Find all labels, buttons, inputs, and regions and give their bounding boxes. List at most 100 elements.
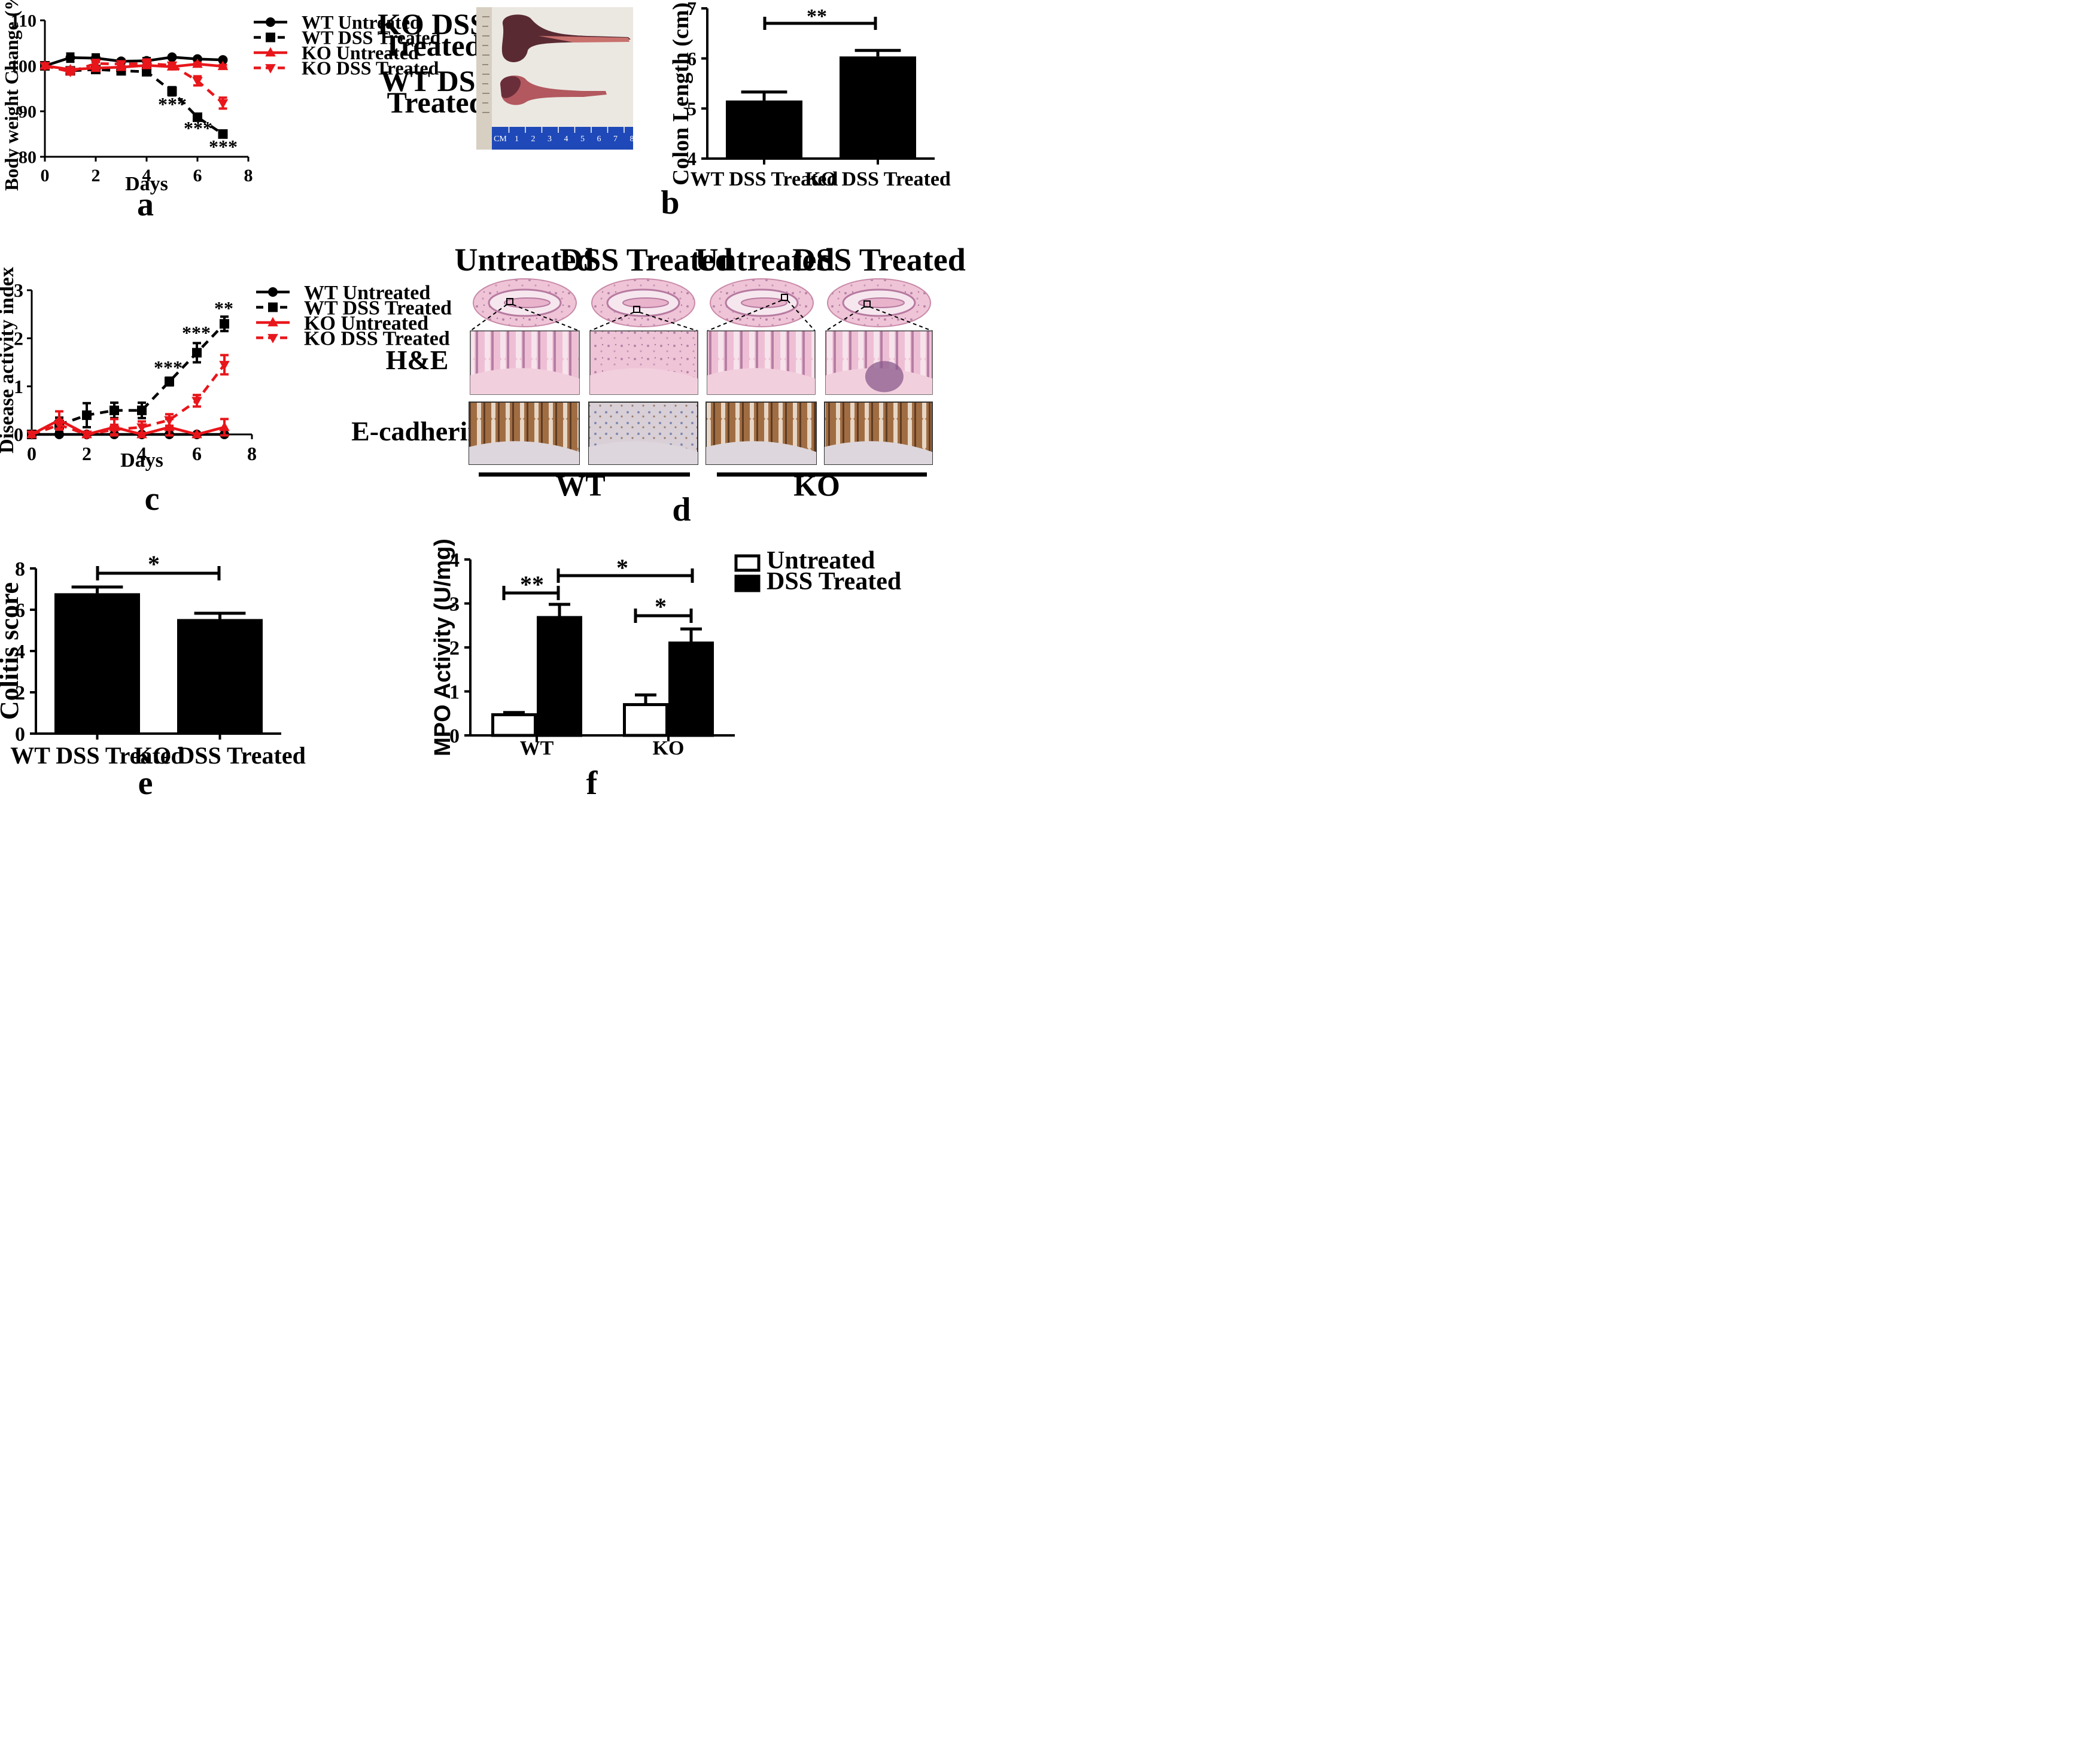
data-point [54, 421, 65, 431]
data-point [90, 59, 101, 69]
data-point [137, 405, 147, 415]
panel-b-bars [726, 48, 916, 159]
x-category-label: KO [653, 737, 685, 759]
panel-f-label: f [586, 765, 598, 802]
data-point [110, 405, 119, 415]
y-tick-label: 8 [15, 558, 25, 580]
data-point [218, 55, 228, 65]
series-line [44, 62, 224, 105]
zoom-line [512, 304, 580, 331]
bar [54, 593, 140, 734]
inner-fold [504, 297, 551, 308]
bar-untreated [623, 703, 668, 737]
panel-d-label: d [672, 491, 691, 528]
panel-c-ylabel: Disease activity index [0, 267, 18, 454]
zoom-box [781, 294, 788, 301]
y-tick-label: 2 [449, 637, 460, 659]
panel-b-label: b [661, 184, 679, 221]
data-point [191, 397, 202, 406]
data-point [81, 430, 92, 440]
legend-item: KO DSS Treated [256, 327, 450, 349]
panel-a-sig-day7: *** [209, 136, 238, 157]
data-point [192, 77, 203, 87]
data-point [65, 68, 76, 78]
ruler-label: 4 [564, 135, 568, 144]
panel-f-legend: Untreated DSS Treated [734, 547, 901, 595]
legend-marker [265, 64, 276, 74]
legend-label-dss: DSS Treated [767, 568, 901, 595]
micrograph-column [705, 275, 817, 465]
y-tick-label: 0 [15, 723, 25, 746]
panel-c-sig-day6: *** [182, 322, 211, 343]
y-tick-label: 4 [15, 641, 25, 663]
y-tick-label: 6 [687, 48, 697, 69]
he-submucosa [590, 368, 698, 394]
zoom-line [869, 306, 933, 331]
data-point [136, 423, 147, 433]
ecadherin-submucosa [589, 441, 698, 464]
panel-c-series [26, 315, 230, 440]
panel-c-label: c [145, 480, 160, 518]
panel-f-sig-ko: * [655, 593, 667, 620]
x-tick-label: 0 [27, 443, 37, 464]
he-lesion [865, 361, 904, 393]
legend-marker [266, 32, 275, 42]
legend-label: KO Untreated [302, 42, 419, 63]
bar [840, 56, 916, 159]
photo-label-ko-treated: Treated [383, 29, 482, 62]
zoom-line [787, 300, 816, 331]
legend-item: WT DSS Treated [256, 297, 452, 319]
bar-dss-treated [537, 616, 582, 737]
x-tick-label: 8 [244, 166, 253, 185]
panel-e-ylabel: Colitis score [0, 582, 24, 720]
panel-a-sig-day6: *** [184, 117, 212, 139]
y-tick-label: 1 [14, 376, 23, 397]
data-point [219, 421, 230, 431]
data-point [141, 59, 152, 69]
panel-c-xlabel: Days [120, 449, 163, 472]
panel-d-micrographs [469, 275, 933, 465]
panel-f-ylabel: MPO Activity (U/mg) [430, 539, 455, 756]
zoom-line [639, 312, 698, 331]
y-tick-label: 2 [15, 682, 25, 704]
ruler-label: 2 [531, 135, 536, 144]
he-submucosa [707, 368, 815, 394]
y-tick-label: 3 [449, 594, 460, 616]
legend-label-untreated: Untreated [767, 547, 875, 574]
panel-b-ylabel: Colon Length (cm) [668, 2, 694, 185]
legend-marker [268, 287, 278, 297]
panel-d-histology: Untreated DSS Treated Untreated DSS Trea… [351, 242, 966, 528]
data-point [166, 61, 178, 71]
panel-e-label: e [138, 765, 153, 802]
panel-f-mpo-activity: 0 1 2 3 4 WT KO MPO Activity (U/mg) ** * * Unt… [430, 539, 901, 802]
panel-c-sig-day5: *** [154, 357, 183, 378]
data-point [142, 66, 151, 77]
panel-e-sig-bracket: * [96, 551, 221, 580]
panel-f-axes: 0 1 2 3 4 WT KO [449, 549, 735, 759]
data-point [82, 410, 92, 420]
y-tick-label: 0 [14, 424, 23, 445]
photo-label-ko-dss: KO DSS [378, 7, 486, 41]
inner-fold [741, 297, 787, 308]
x-category-label: WT DSS Treated [10, 742, 184, 769]
legend-marker [268, 302, 278, 312]
data-point [192, 58, 203, 68]
zoom-line [707, 300, 782, 331]
y-tick-label: 90 [19, 102, 37, 122]
zoom-line [589, 312, 634, 331]
panel-a-sig-day5: *** [158, 93, 187, 115]
legend-label: WT Untreated [302, 11, 421, 33]
series-line [31, 418, 225, 436]
legend-item: WT Untreated [254, 11, 421, 33]
panel-b-sig-bracket: ** [763, 5, 877, 30]
panel-c-annotations: *** *** ** [154, 297, 233, 378]
d-header-ko-untreated: Untreated [695, 242, 835, 278]
data-point [167, 86, 177, 96]
legend-label: KO Untreated [304, 312, 428, 334]
ruler-label: CM [494, 135, 507, 144]
legend-label: WT DSS Treated [302, 27, 441, 48]
x-tick-label: 4 [142, 166, 151, 185]
zoom-line [470, 304, 507, 331]
